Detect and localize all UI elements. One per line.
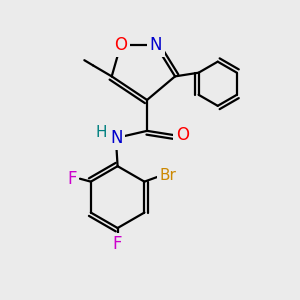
Text: N: N (150, 37, 162, 55)
Text: Br: Br (160, 168, 176, 183)
Text: O: O (114, 37, 127, 55)
Text: F: F (67, 170, 76, 188)
Text: H: H (96, 125, 107, 140)
Text: O: O (176, 126, 189, 144)
Text: N: N (110, 129, 122, 147)
Text: F: F (113, 235, 122, 253)
